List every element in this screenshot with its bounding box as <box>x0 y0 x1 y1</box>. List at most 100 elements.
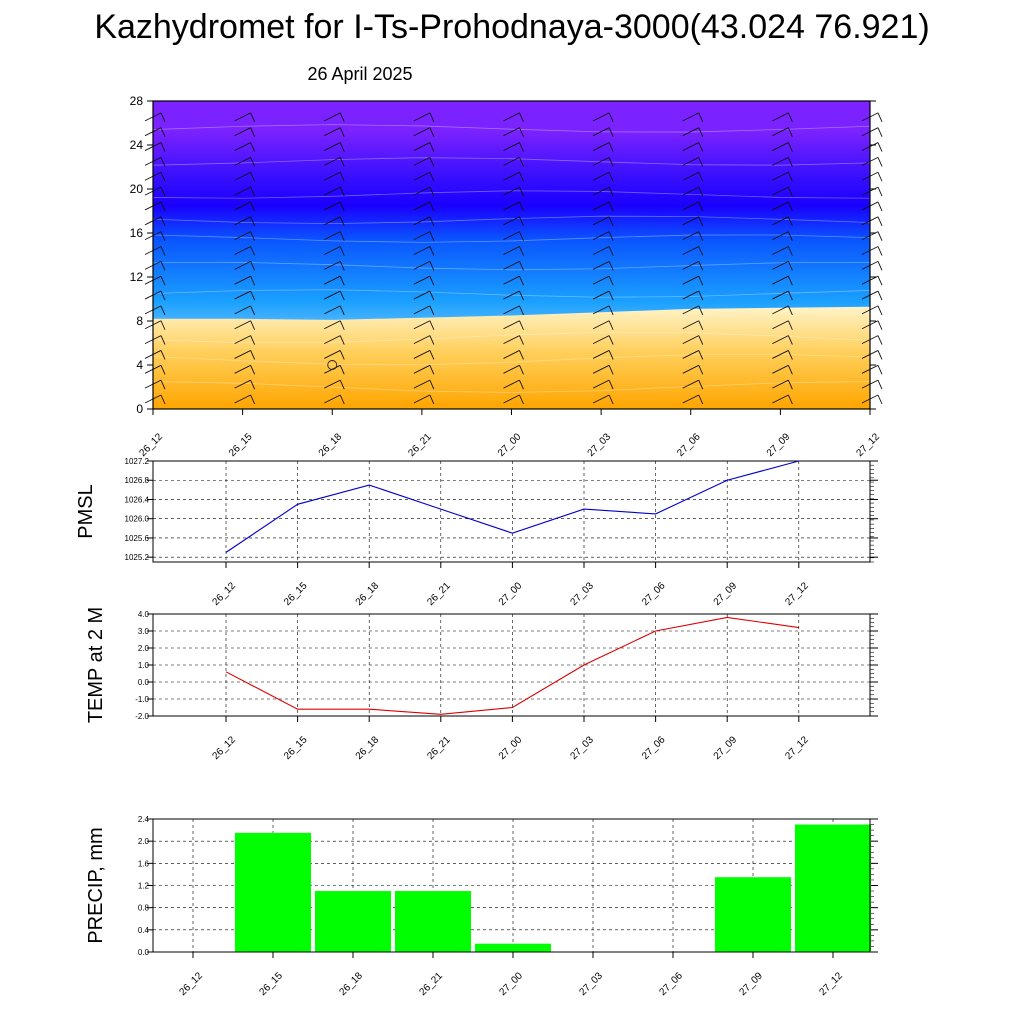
vertical-profile-panel: 0 4 8 12 16 20 24 28 26_12 26_15 26_18 26_21 27_00 27… <box>130 94 883 459</box>
wind-barb-flag <box>877 350 883 360</box>
x-tick-label: 26_15 <box>282 580 310 608</box>
wind-barb-flag <box>787 246 793 256</box>
wind-barb-flag <box>787 394 793 405</box>
wind-barb <box>413 216 431 226</box>
y-axis-label: PRECIP, mm <box>85 827 107 943</box>
wind-barb-flag <box>160 394 166 405</box>
wind-barb <box>682 260 699 270</box>
wind-barb-flag <box>160 276 166 286</box>
wind-barb <box>503 216 520 226</box>
wind-barb <box>592 379 610 389</box>
wind-barb-flag <box>339 216 345 226</box>
precip-bar <box>315 891 391 952</box>
y-tick-label: 1026.4 <box>125 495 150 504</box>
wind-barb-flag <box>429 350 435 360</box>
x-tick-label: 26_12 <box>211 734 239 762</box>
contour-line <box>152 261 871 271</box>
wind-barb <box>324 246 341 255</box>
wind-barb <box>234 231 251 241</box>
wind-barb-flag <box>519 379 524 390</box>
wind-barb-flag <box>429 290 435 301</box>
wind-barb <box>772 364 789 374</box>
wind-barb-flag <box>519 305 524 316</box>
wind-barb-flag <box>608 186 614 197</box>
wind-barb <box>592 335 610 345</box>
wind-barb <box>413 127 431 137</box>
wind-barb-flag <box>429 112 435 123</box>
wind-barb <box>503 186 520 196</box>
x-tick-label: 26_21 <box>406 431 434 459</box>
wind-barb <box>324 156 341 166</box>
plot-frame <box>152 460 871 563</box>
x-tick-label: 27_12 <box>783 580 811 608</box>
wind-barb-flag <box>250 127 256 137</box>
wind-barb-flag <box>429 335 435 345</box>
wind-barb <box>234 246 251 255</box>
wind-barb-flag <box>429 320 435 330</box>
plot-frame <box>152 818 871 953</box>
wind-barb-flag <box>787 335 793 345</box>
wind-barb-flag <box>698 350 704 360</box>
y-tick-label: 0.0 <box>138 678 150 687</box>
contour-line <box>152 234 871 243</box>
wind-barb <box>324 112 341 122</box>
y-tick-label: 20 <box>130 182 144 196</box>
wind-barb-flag <box>698 157 704 167</box>
wind-barb-flag <box>877 290 883 301</box>
wind-barb <box>682 142 699 151</box>
wind-barb-flag <box>250 290 256 301</box>
wind-barb-flag <box>339 290 345 301</box>
wind-barb-flag <box>698 290 704 301</box>
wind-barb-flag <box>339 142 345 152</box>
wind-barb <box>324 127 341 137</box>
wind-barb-flag <box>250 201 256 212</box>
y-tick-label: 4 <box>136 358 143 372</box>
x-tick-label: 27_03 <box>578 970 606 998</box>
wind-barb <box>324 335 341 345</box>
wind-barb <box>413 394 431 404</box>
wind-barb <box>413 171 431 181</box>
contour-line <box>152 353 871 366</box>
chart-subtitle: 26 April 2025 <box>307 64 413 84</box>
wind-barb <box>234 394 251 404</box>
wind-barb-flag <box>519 261 524 271</box>
wind-barb <box>592 394 610 404</box>
wind-barb-flag <box>519 350 524 360</box>
wind-barb <box>234 335 251 345</box>
wind-barb-flag <box>787 157 793 167</box>
wind-barb <box>234 142 251 151</box>
chart-title: Kazhydromet for I-Ts-Prohodnaya-3000(43.… <box>94 8 930 46</box>
wind-barb-flag <box>608 350 614 360</box>
wind-barb <box>413 379 431 389</box>
wind-barb-flag <box>787 350 793 360</box>
wind-barb-flag <box>160 246 166 256</box>
wind-barb <box>324 186 341 196</box>
wind-barb-flag <box>877 157 883 167</box>
wind-barb <box>413 305 431 315</box>
wind-barb-flag <box>698 276 704 286</box>
wind-barb <box>503 394 520 404</box>
wind-barb-flag <box>608 231 614 241</box>
wind-barb-flag <box>877 186 883 197</box>
wind-barb <box>592 201 610 211</box>
wind-barb <box>772 186 789 196</box>
wind-barb <box>772 127 789 137</box>
wind-barb <box>234 364 251 374</box>
pmsl-panel: 1025.2 1025.6 1026.0 1026.4 1026.8 1027.2 26_1… <box>75 457 878 608</box>
wind-barb-flag <box>160 305 166 316</box>
wind-barb-flag <box>429 157 435 167</box>
wind-barb <box>592 320 610 330</box>
y-axis-label: TEMP at 2 M <box>85 607 107 723</box>
x-tick-label: 26_12 <box>211 580 239 608</box>
wind-barb-flag <box>160 320 166 330</box>
wind-barb-flag <box>160 350 166 360</box>
wind-barb <box>592 260 610 270</box>
wind-barb <box>592 171 610 181</box>
wind-barb-flag <box>160 186 166 197</box>
precip-bar <box>395 891 471 952</box>
wind-barb <box>772 290 789 300</box>
wind-barb-flag <box>519 246 524 256</box>
wind-barb-flag <box>339 186 345 197</box>
wind-barb <box>772 260 789 270</box>
wind-barb-flag <box>339 231 345 241</box>
